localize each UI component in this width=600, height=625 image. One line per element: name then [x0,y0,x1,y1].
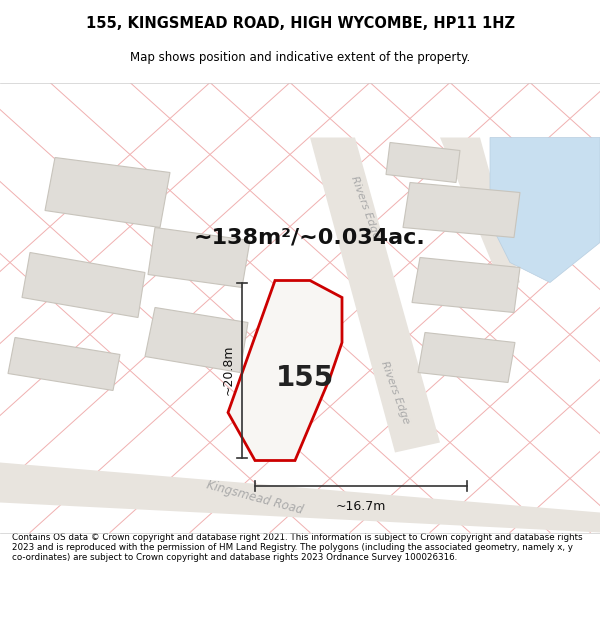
Text: Kingsmead Road: Kingsmead Road [205,478,305,517]
Polygon shape [490,138,600,282]
Text: Contains OS data © Crown copyright and database right 2021. This information is : Contains OS data © Crown copyright and d… [12,532,583,562]
Text: ~16.7m: ~16.7m [336,499,386,512]
Polygon shape [22,253,145,318]
Polygon shape [45,158,170,228]
Polygon shape [412,258,520,312]
Text: 155: 155 [276,364,334,391]
Polygon shape [386,142,460,182]
Text: ~138m²/~0.034ac.: ~138m²/~0.034ac. [194,228,426,248]
Polygon shape [440,138,520,282]
Text: ~20.8m: ~20.8m [221,345,235,395]
Polygon shape [0,462,600,532]
Polygon shape [8,338,120,391]
Text: Map shows position and indicative extent of the property.: Map shows position and indicative extent… [130,51,470,64]
Polygon shape [148,228,250,288]
Polygon shape [228,281,342,461]
Text: Rivers Edge: Rivers Edge [379,359,411,426]
Text: Rivers Edge: Rivers Edge [349,174,381,241]
Polygon shape [418,332,515,382]
Text: 155, KINGSMEAD ROAD, HIGH WYCOMBE, HP11 1HZ: 155, KINGSMEAD ROAD, HIGH WYCOMBE, HP11 … [86,16,515,31]
Polygon shape [145,308,248,372]
Polygon shape [310,138,440,452]
Polygon shape [403,182,520,238]
